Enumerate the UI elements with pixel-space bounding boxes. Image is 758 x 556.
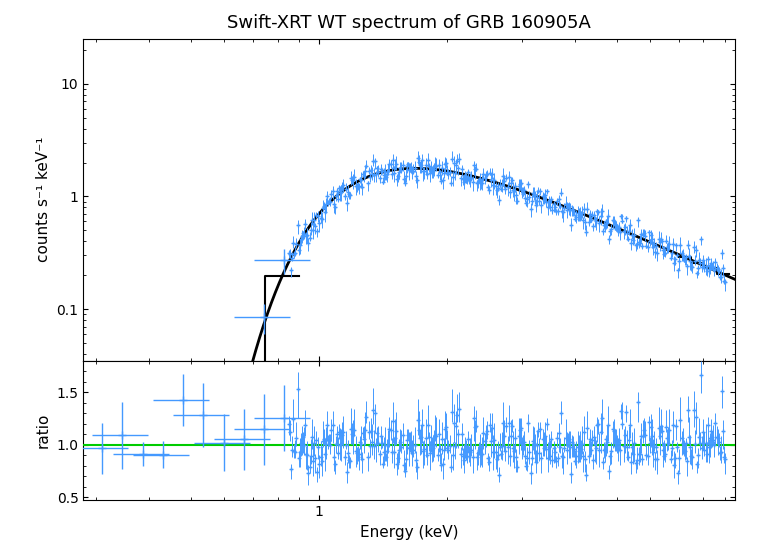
X-axis label: Energy (keV): Energy (keV)	[360, 525, 459, 540]
Y-axis label: ratio: ratio	[36, 413, 51, 448]
Title: Swift-XRT WT spectrum of GRB 160905A: Swift-XRT WT spectrum of GRB 160905A	[227, 14, 591, 32]
Y-axis label: counts s⁻¹ keV⁻¹: counts s⁻¹ keV⁻¹	[36, 137, 51, 262]
